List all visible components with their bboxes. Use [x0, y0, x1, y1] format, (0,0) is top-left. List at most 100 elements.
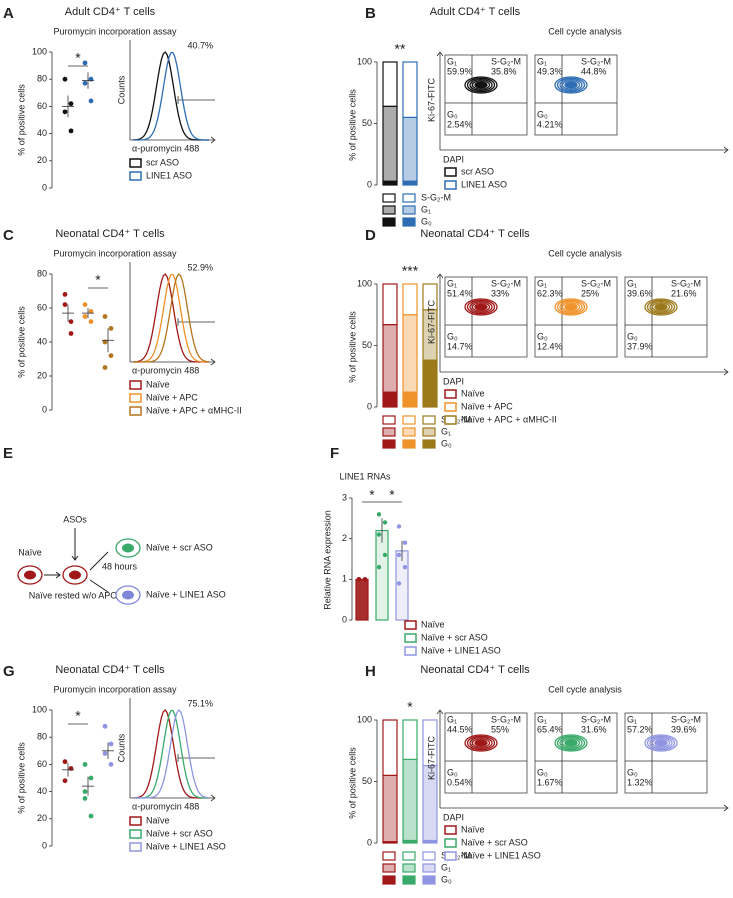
panel-title: Adult CD4⁺ T cells [430, 6, 521, 18]
histogram-curve [132, 51, 209, 141]
data-point [396, 581, 402, 586]
y-tick-label: 60 [37, 101, 47, 111]
quadrant-label: G₁ [447, 278, 457, 288]
data-point [88, 775, 94, 781]
legend-swatch [444, 167, 457, 177]
panel-letter: C [3, 227, 14, 244]
legend-label: G₀ [441, 874, 452, 884]
contour-ring [469, 736, 493, 750]
contour-ring [474, 739, 488, 747]
contour-ring [561, 738, 581, 748]
axis-arrow [436, 709, 729, 812]
contour-ring [466, 299, 496, 315]
significance: * [369, 487, 375, 503]
y-tick-label: 20 [37, 155, 47, 165]
contour-ring [464, 298, 498, 316]
legend-label: Naïve + APC + αMHC-II [461, 414, 557, 424]
bar-segment [382, 105, 398, 182]
legend-swatch [382, 415, 396, 425]
contour-ring [556, 735, 586, 751]
legend-swatch [422, 427, 436, 437]
quadrant-value: 4.21% [537, 119, 563, 129]
contour-ring [466, 77, 496, 93]
hist-y-label: Counts [116, 75, 126, 104]
diagram-label: Naïve [18, 547, 42, 557]
histogram-curve [133, 51, 209, 141]
legend-label: Naïve [461, 388, 485, 398]
legend-label: Naïve + APC [146, 392, 198, 402]
contour-ring [474, 81, 488, 89]
y-axis-label: % of positive cells [16, 742, 26, 814]
bar-segment [402, 283, 418, 316]
legend-swatch [422, 439, 436, 449]
diagram-label: Naïve rested w/o APCs [29, 590, 122, 600]
quadrant-label: G₀ [627, 767, 638, 777]
bar-segment [402, 719, 418, 760]
data-point [82, 789, 88, 794]
contour-ring [559, 300, 583, 314]
legend-swatch [402, 193, 416, 203]
legend-swatch [402, 415, 416, 425]
quadrant-label: G₁ [627, 278, 637, 288]
y-tick-label: 80 [37, 74, 47, 84]
quadrant-value: 12.4% [537, 341, 563, 351]
significance: * [75, 708, 81, 724]
y-tick-label: 50 [362, 776, 372, 786]
legend-swatch [402, 875, 416, 885]
hist-x-label: α-puromycin 488 [132, 143, 199, 153]
legend-swatch [382, 205, 396, 215]
legend-swatch [382, 863, 396, 873]
legend-label: scr ASO [461, 166, 494, 176]
histogram-curve [133, 709, 209, 799]
quadrant-label: S-G₂-M [491, 56, 521, 66]
quadrant-value: 62.3% [537, 288, 563, 298]
contour-title: Cell cycle analysis [548, 26, 622, 36]
diagram-label: Naïve + LINE1 ASO [146, 589, 226, 599]
bar-segment [382, 719, 398, 776]
quadrant-value: 59.9% [447, 66, 473, 76]
contour-ring [469, 78, 493, 92]
contour-ring [469, 300, 493, 314]
data-point [88, 98, 94, 104]
quadrant-label: G₁ [537, 278, 547, 288]
gate-label: 75.1% [187, 698, 213, 708]
data-point [82, 80, 88, 86]
panel-letter: B [365, 5, 376, 22]
data-point [68, 319, 74, 324]
panel-subtitle: Puromycin incorporation assay [53, 26, 177, 36]
panel-subtitle: Puromycin incorporation assay [53, 248, 177, 258]
bar-segment [402, 314, 418, 393]
y-tick-label: 80 [37, 732, 47, 742]
contour-ring [559, 736, 583, 750]
data-point [396, 524, 402, 529]
quadrant-value: 31.6% [581, 724, 607, 734]
contour-ring [654, 303, 668, 311]
data-point [108, 353, 114, 358]
contour-ring [649, 736, 673, 750]
axis-arrow [210, 794, 216, 802]
histogram-curve [133, 273, 210, 363]
data-point [402, 540, 408, 545]
nucleus [122, 590, 134, 600]
quadrant-value: 49.3% [537, 66, 563, 76]
arrow [89, 551, 109, 593]
legend-label: Naïve [146, 815, 170, 825]
contour-ring [466, 735, 496, 751]
quadrant-value: 44.5% [447, 724, 473, 734]
legend-swatch [402, 863, 416, 873]
panel-letter: H [365, 663, 376, 680]
contour-ring [564, 303, 578, 311]
quadrant-label: G₀ [537, 767, 548, 777]
panel-letter: D [365, 227, 376, 244]
data-point [376, 532, 382, 537]
histogram-curve [133, 709, 210, 799]
legend-label: G₁ [441, 426, 451, 436]
hist-x-label: α-puromycin 488 [132, 365, 199, 375]
contour-ring [644, 298, 678, 316]
contour-box [534, 276, 618, 358]
y-tick-label: 40 [37, 336, 47, 346]
legend-label: LINE1 ASO [146, 170, 192, 180]
legend-swatch [444, 415, 457, 425]
y-axis-label: % of positive cells [16, 306, 26, 378]
